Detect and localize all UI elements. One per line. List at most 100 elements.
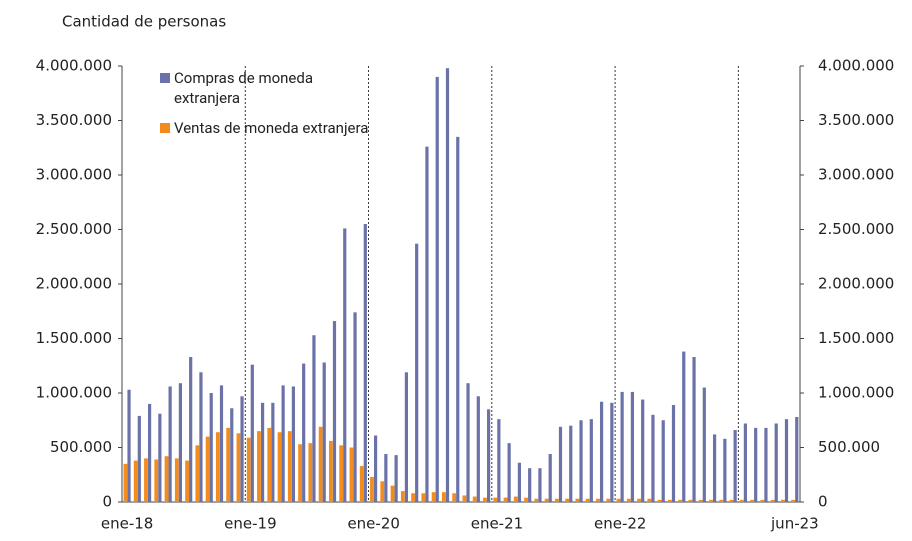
x-tick-label: ene-22 [594,515,646,533]
legend-item: Compras de moneda extranjera [160,68,440,108]
bar [558,426,563,502]
bar [226,427,231,502]
bar [425,146,429,502]
y2-tick-label: 1.500.000 [818,329,894,347]
bar [709,499,713,502]
bar [339,445,344,502]
bar [185,460,189,502]
x-tick-label: ene-21 [471,515,523,533]
bar [719,499,724,502]
y2-tick-label: 2.500.000 [818,220,894,238]
bar [281,385,285,502]
y2-tick-label: 500.000 [818,438,880,456]
bar [127,389,131,502]
bar [548,454,552,502]
bar [168,386,172,502]
y-tick-label: 0 [102,493,112,511]
bar [729,499,734,502]
bar [209,393,213,502]
legend-item: Ventas de moneda extranjera [160,118,440,138]
bar [671,404,676,502]
bar [144,458,148,502]
legend-label: Compras de moneda extranjera [174,69,314,107]
y2-tick-label: 1.000.000 [818,384,894,402]
bar [743,423,747,502]
bar [599,401,604,502]
bar [780,499,785,502]
bar [411,493,415,502]
bar [528,468,532,502]
bar [476,396,480,502]
bar [435,76,439,503]
bar [390,485,395,502]
bar [215,432,220,502]
x-tick-label: jun-23 [770,515,819,533]
y-tick-label: 3.500.000 [36,111,112,129]
bar [575,498,580,502]
bar [589,419,593,502]
bar [616,498,621,502]
bar [349,447,354,502]
bar [497,419,501,502]
bar [257,431,261,502]
bar [452,493,457,502]
y2-tick-label: 3.500.000 [818,111,894,129]
bar [702,387,706,502]
y-axis-label: Cantidad de personas [62,13,226,31]
bar [688,499,693,502]
bar [137,415,141,502]
bar [657,499,662,502]
bar [373,435,378,502]
bar [750,499,754,502]
bar [308,443,313,502]
bar [298,444,302,502]
bar [178,383,182,502]
bar [712,434,717,502]
bar [318,426,323,502]
bar [466,383,470,502]
bar [445,68,450,503]
legend-label: Ventas de moneda extranjera [174,119,369,137]
bar [267,427,272,502]
y-tick-label: 3.000.000 [36,166,112,184]
bar [667,499,672,502]
bar [462,495,467,502]
bar [493,497,498,502]
bar [400,491,405,502]
bar [692,357,696,502]
bar [322,362,326,502]
bar [774,423,778,502]
bar [431,492,436,502]
bar [647,498,652,502]
y-tick-label: 2.500.000 [36,220,112,238]
bar [585,498,590,502]
bar [312,335,316,502]
bar [606,498,611,502]
bar [271,402,275,502]
bar [503,497,508,502]
bar [565,498,570,502]
bar [486,409,491,502]
x-tick-label: ene-20 [347,515,399,533]
bar [596,498,600,502]
bar [380,481,385,502]
bar [205,436,210,502]
legend-swatch [160,123,170,133]
bar [353,312,357,502]
bar [147,403,152,502]
bar [764,427,768,502]
bar [678,499,683,502]
bar [754,427,758,502]
bar [158,413,162,502]
bar [524,497,528,502]
bar [441,492,446,502]
bar [174,458,179,502]
bar [723,438,727,502]
bar [359,466,364,502]
bar [328,440,333,502]
bar [240,396,244,502]
bar [164,456,169,502]
bar [733,430,737,502]
bar [483,497,487,502]
